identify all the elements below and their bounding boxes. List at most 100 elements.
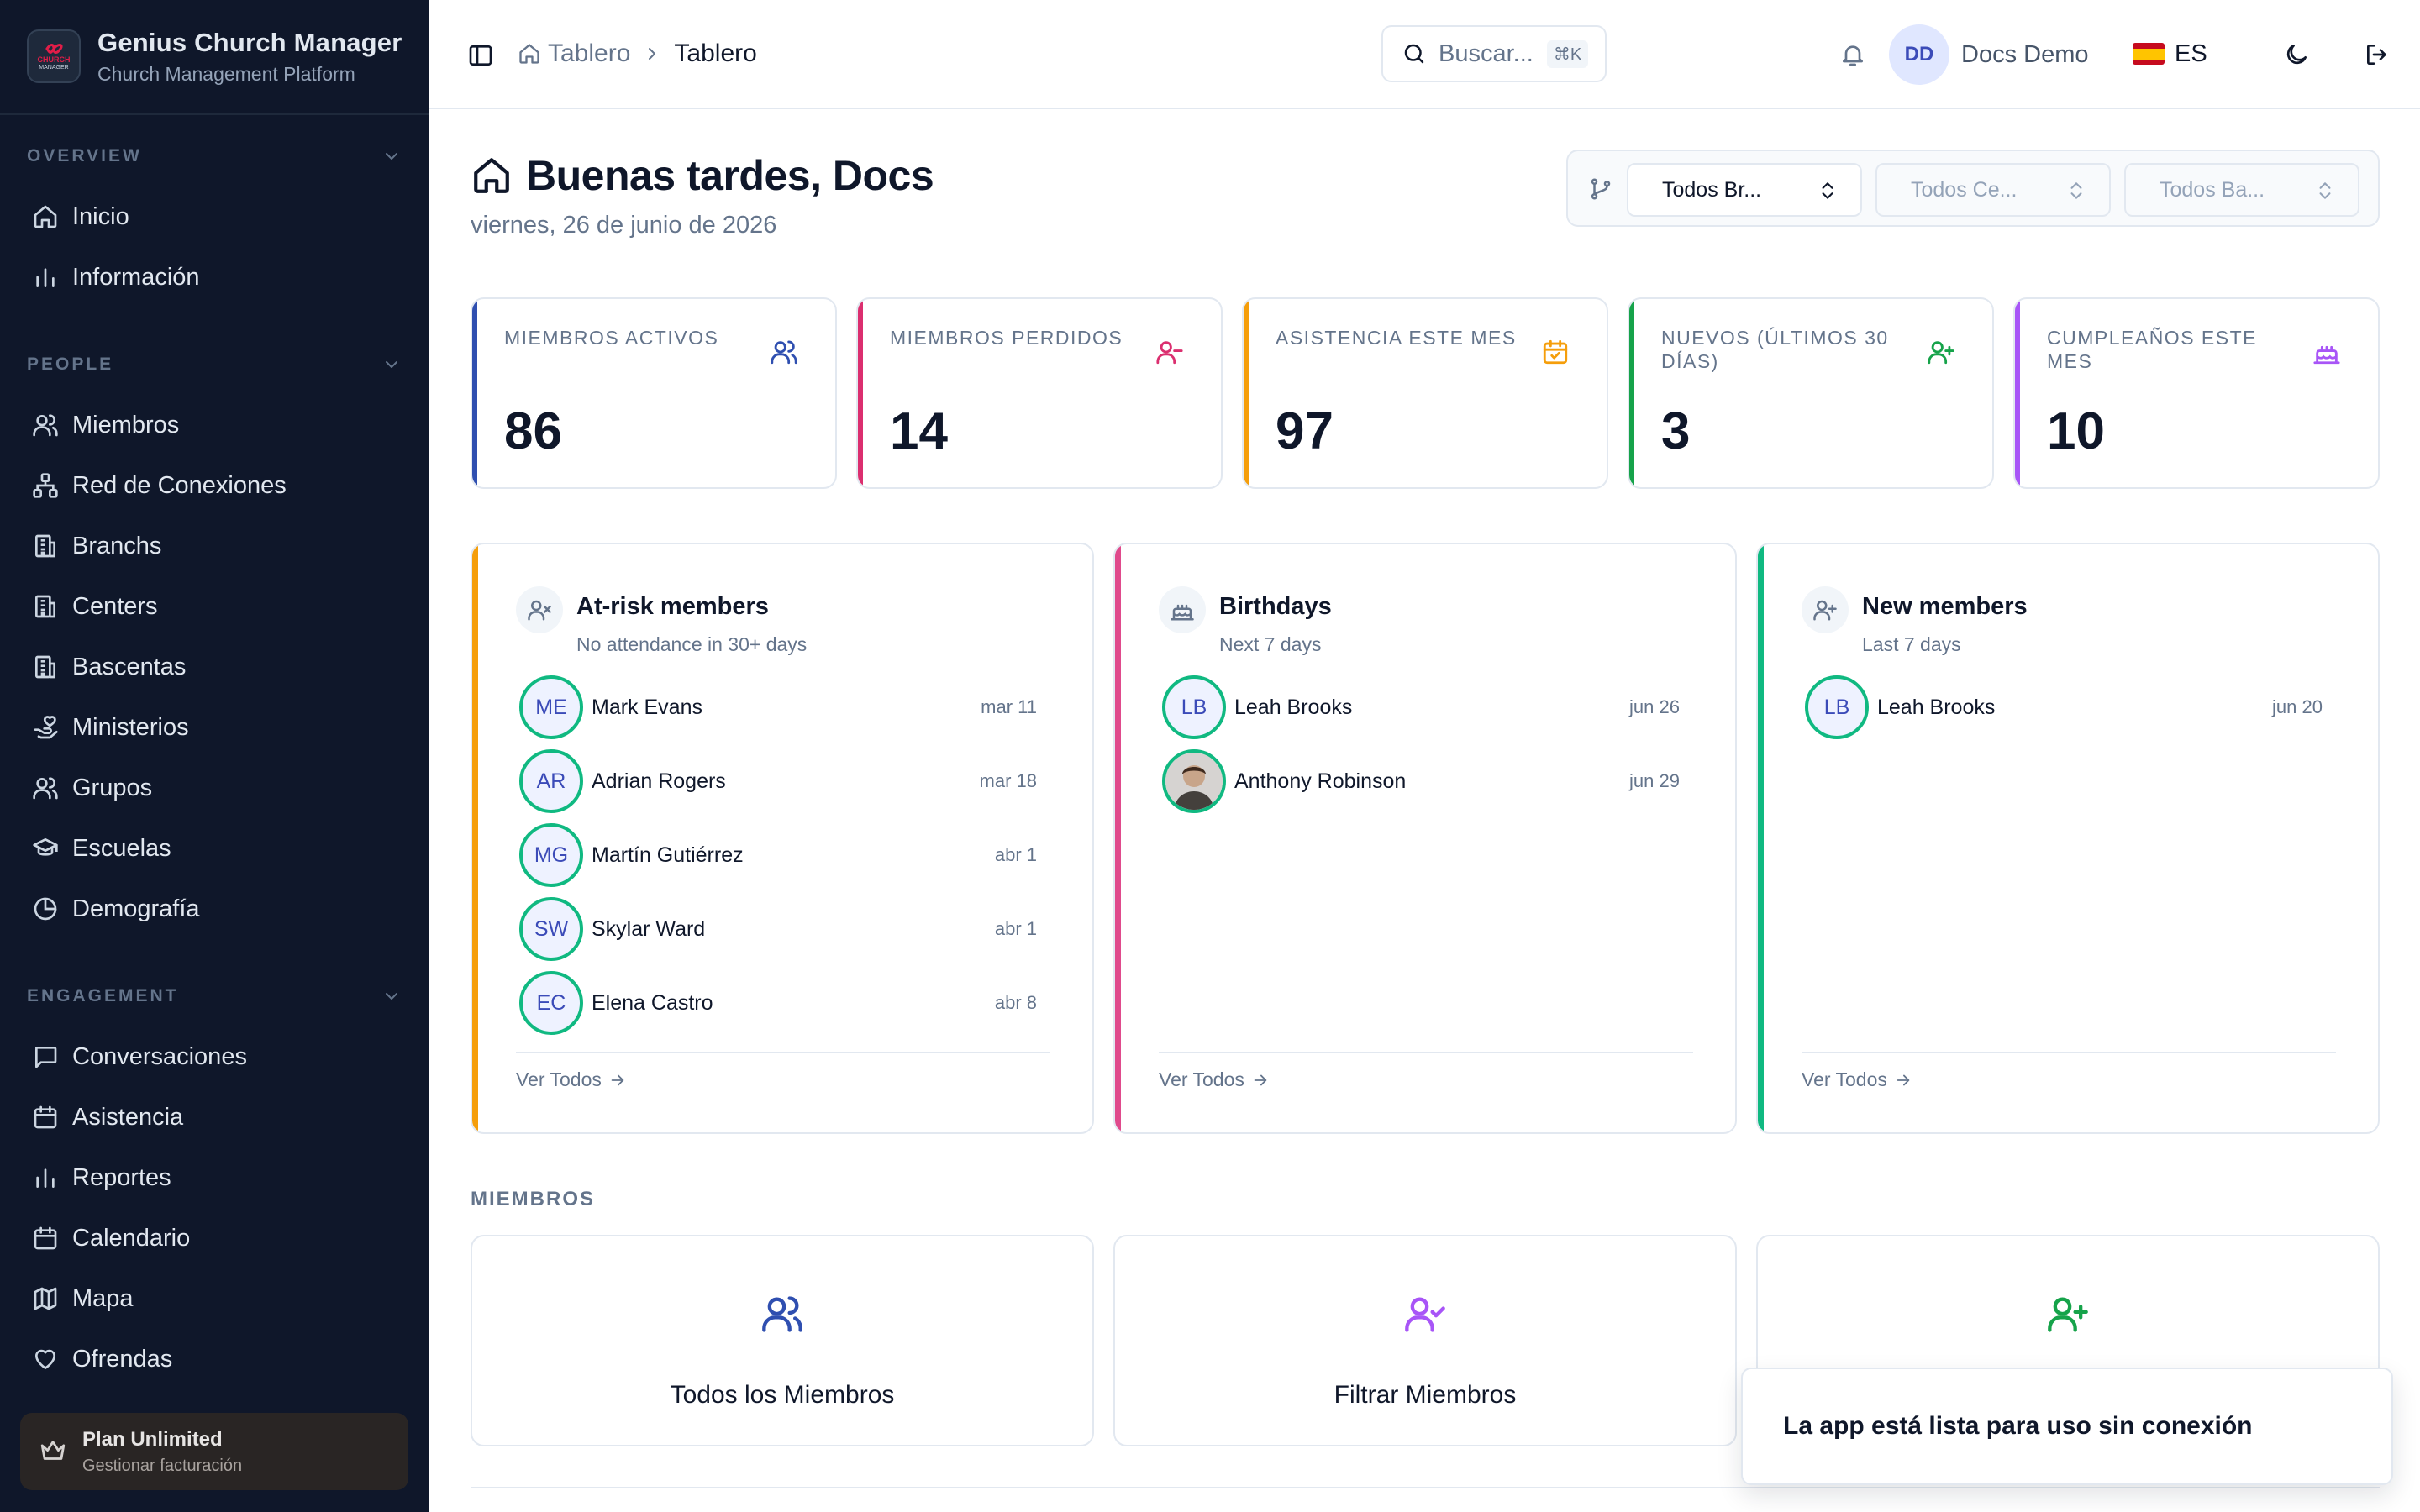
branch-filter-select[interactable]: Todos Br... [1627,163,1862,217]
center-filter-select[interactable]: Todos Ce... [1876,163,2111,217]
plan-billing-button[interactable]: Plan Unlimited Gestionar facturación [20,1413,408,1490]
list-item[interactable]: LB Leah Brooks jun 20 [1805,675,2326,739]
member-name: Skylar Ward [592,916,706,941]
sidebar-item-mapa[interactable]: Mapa [0,1268,429,1329]
member-name: Elena Castro [592,990,713,1015]
search-input[interactable]: Buscar... ⌘K [1381,25,1607,82]
member-date: jun 29 [1629,770,1680,791]
greeting: Buenas tardes, Docs [471,151,934,200]
view-all-label: Ver Todos [516,1068,602,1090]
map-icon [32,1285,59,1312]
bascenta-filter-select[interactable]: Todos Ba... [2124,163,2360,217]
member-date: mar 18 [979,770,1037,791]
view-all-link[interactable]: Ver Todos [1802,1068,1912,1091]
breadcrumb-home[interactable]: Tablero [518,39,630,68]
chevron-right-icon [642,44,662,64]
card-divider [1159,1052,1693,1053]
arrow-right-icon [608,1071,627,1089]
sidebar-item-ministerios[interactable]: Ministerios [0,697,429,758]
sidebar-item-ofrendas[interactable]: Ofrendas [0,1329,429,1389]
list-item[interactable]: AR Adrian Rogers mar 18 [519,749,1040,813]
sidebar-item-miembros[interactable]: Miembros [0,395,429,455]
member-name: Leah Brooks [1234,695,1353,719]
center-filter-value: Todos Ce... [1911,177,2018,202]
logout-button[interactable] [2358,35,2396,74]
sidebar-section-people: PEOPLE Miembros Red de Conexiones Branch… [0,348,429,939]
user-x-icon [527,597,552,622]
sidebar-item-grupos[interactable]: Grupos [0,758,429,818]
avatar: LB [1162,675,1226,739]
sidebar-item-conversaciones[interactable]: Conversaciones [0,1026,429,1087]
card-title: New members [1862,593,2028,620]
member-name: Anthony Robinson [1234,769,1407,793]
stat-card-lost-members[interactable]: Miembros perdidos 14 [856,297,1223,489]
theme-toggle-button[interactable] [2277,35,2316,74]
list-item[interactable]: EC Elena Castro abr 8 [519,971,1040,1035]
list-item[interactable]: MG Martín Gutiérrez abr 1 [519,823,1040,887]
sidebar-item-calendario[interactable]: Calendario [0,1208,429,1268]
avatar-photo [1162,749,1226,813]
list-item[interactable]: SW Skylar Ward abr 1 [519,897,1040,961]
sidebar-item-label: Mapa [72,1284,134,1312]
card-icon [516,586,563,633]
hand-heart-icon [32,714,59,741]
sidebar-item-inicio[interactable]: Inicio [0,186,429,247]
offline-ready-toast[interactable]: La app está lista para uso sin conexión [1741,1368,2393,1485]
arrow-right-icon [1251,1071,1270,1089]
sidebar-item-reportes[interactable]: Reportes [0,1147,429,1208]
search-placeholder: Buscar... [1439,39,1534,67]
avatar: EC [519,971,583,1035]
sidebar-section-engagement: ENGAGEMENT Conversaciones Asistencia Rep… [0,979,429,1389]
page-title: Buenas tardes, Docs [526,152,934,199]
member-name: Adrian Rogers [592,769,726,793]
brand[interactable]: CHURCH MANAGER Genius Church Manager Chu… [27,27,402,86]
stat-card-active-members[interactable]: Miembros activos 86 [471,297,837,489]
sidebar-item-centers[interactable]: Centers [0,576,429,637]
brand-title: Genius Church Manager [97,27,402,57]
chevron-down-icon [381,986,402,1006]
section-label: PEOPLE [27,354,114,374]
section-toggle-overview[interactable]: OVERVIEW [0,139,429,173]
user-menu[interactable]: DD Docs Demo [1889,24,2089,86]
sidebar-item-red-de-conexiones[interactable]: Red de Conexiones [0,455,429,516]
sidebar-item-demografia[interactable]: Demografía [0,879,429,939]
list-item[interactable]: Anthony Robinson jun 29 [1162,749,1683,813]
toggle-sidebar-button[interactable] [462,37,499,74]
section-toggle-engagement[interactable]: ENGAGEMENT [0,979,429,1013]
view-all-link[interactable]: Ver Todos [516,1068,627,1091]
graduation-cap-icon [32,835,59,862]
sidebar-item-label: Conversaciones [72,1042,247,1070]
sidebar-toggle-icon [469,45,492,66]
language-selector[interactable]: ES [2133,35,2207,72]
at-risk-members-card: At-risk members No attendance in 30+ day… [471,543,1094,1134]
bar-chart-icon [32,1164,59,1191]
calendar-check-icon [1541,338,1570,366]
member-date: abr 1 [994,844,1037,865]
stat-label: Nuevos (últimos 30 días) [1661,327,1889,372]
sidebar-item-label: Calendario [72,1224,191,1252]
sidebar-item-escuelas[interactable]: Escuelas [0,818,429,879]
list-item[interactable]: ME Mark Evans mar 11 [519,675,1040,739]
stat-value: 14 [890,402,948,460]
stat-card-birthdays[interactable]: Cumpleaños este mes 10 [2013,297,2380,489]
card-divider [516,1052,1050,1053]
sidebar-item-informacion[interactable]: Información [0,247,429,307]
stat-accent-bar [1629,299,1634,487]
sidebar-item-bascentas[interactable]: Bascentas [0,637,429,697]
stat-label: Miembros perdidos [890,327,1123,349]
filter-members-card[interactable]: Filtrar Miembros [1113,1235,1737,1446]
sidebar-item-asistencia[interactable]: Asistencia [0,1087,429,1147]
notifications-button[interactable] [1833,35,1872,74]
stat-card-attendance[interactable]: Asistencia este mes 97 [1242,297,1608,489]
view-all-link[interactable]: Ver Todos [1159,1068,1270,1091]
list-item[interactable]: LB Leah Brooks jun 26 [1162,675,1683,739]
network-icon [32,472,59,499]
sidebar-item-branchs[interactable]: Branchs [0,516,429,576]
sidebar-item-label: Reportes [72,1163,171,1191]
arrow-right-icon [1894,1071,1912,1089]
all-members-card[interactable]: Todos los Miembros [471,1235,1094,1446]
card-accent-bar [472,544,478,1132]
stat-card-new-members[interactable]: Nuevos (últimos 30 días) 3 [1628,297,1994,489]
breadcrumb-home-label: Tablero [548,39,631,67]
section-toggle-people[interactable]: PEOPLE [0,348,429,381]
